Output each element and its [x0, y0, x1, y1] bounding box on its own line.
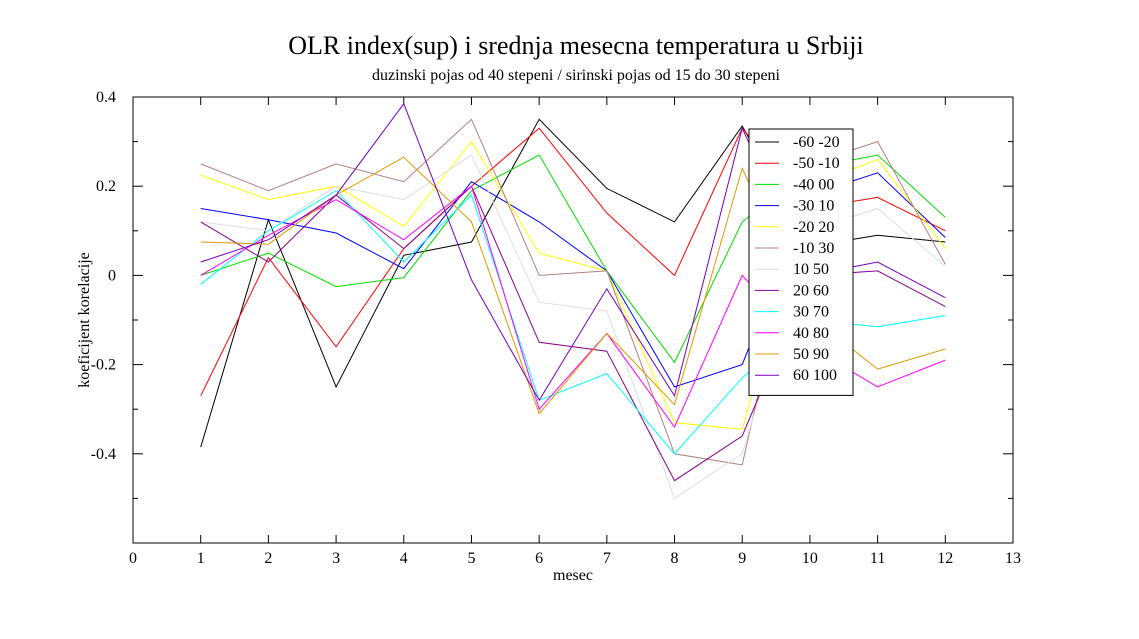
legend-label: -10 30	[793, 240, 834, 257]
legend-box	[748, 128, 854, 396]
legend-label: -30 10	[793, 198, 834, 215]
x-tick-label: 10	[802, 550, 818, 567]
legend-label: 10 50	[793, 261, 829, 278]
y-axis-label: koeficijent korelacije	[76, 252, 93, 387]
y-tick-label: 0.4	[96, 89, 116, 106]
legend: -60 -20 -50 -10 -40 00 -30 10 -20 20 -10 30 10…	[748, 128, 854, 396]
x-tick-label: 1	[197, 550, 205, 567]
legend-label: -40 00	[793, 176, 834, 193]
y-tick-label: 0.2	[96, 178, 116, 195]
x-axis-label: mesec	[553, 567, 593, 584]
x-tick-label: 11	[870, 550, 885, 567]
x-tick-label: 2	[264, 550, 272, 567]
legend-label: 50 90	[793, 346, 829, 363]
y-tick-label: -0.4	[91, 446, 116, 463]
x-tick-label: 9	[738, 550, 746, 567]
legend-label: -20 20	[793, 219, 834, 236]
y-tick-label: -0.2	[91, 357, 116, 374]
x-tick-label: 7	[603, 550, 611, 567]
x-tick-label: 4	[400, 550, 408, 567]
x-tick-label: 6	[535, 550, 543, 567]
y-tick-label: 0	[108, 267, 116, 284]
x-tick-label: 5	[467, 550, 475, 567]
axis-ticks: 0 1 2 3 4 5 6 7 8 9 10 11 12 130.40.20-0.2-0.4	[91, 89, 1021, 567]
legend-label: 40 80	[793, 325, 829, 342]
legend-label: 30 70	[793, 304, 829, 321]
chart-subtitle: duzinski pojas od 40 stepeni / sirinski …	[372, 67, 781, 84]
x-tick-label: 8	[671, 550, 679, 567]
x-tick-label: 3	[332, 550, 340, 567]
legend-label: -60 -20	[793, 134, 840, 151]
legend-label: 60 100	[793, 367, 837, 384]
x-tick-label: 13	[1005, 550, 1021, 567]
x-tick-label: 0	[129, 550, 137, 567]
legend-label: -50 -10	[793, 155, 840, 172]
chart-title: OLR index(sup) i srednja mesecna tempera…	[288, 31, 863, 60]
legend-label: 20 60	[793, 282, 829, 299]
x-tick-label: 12	[937, 550, 953, 567]
